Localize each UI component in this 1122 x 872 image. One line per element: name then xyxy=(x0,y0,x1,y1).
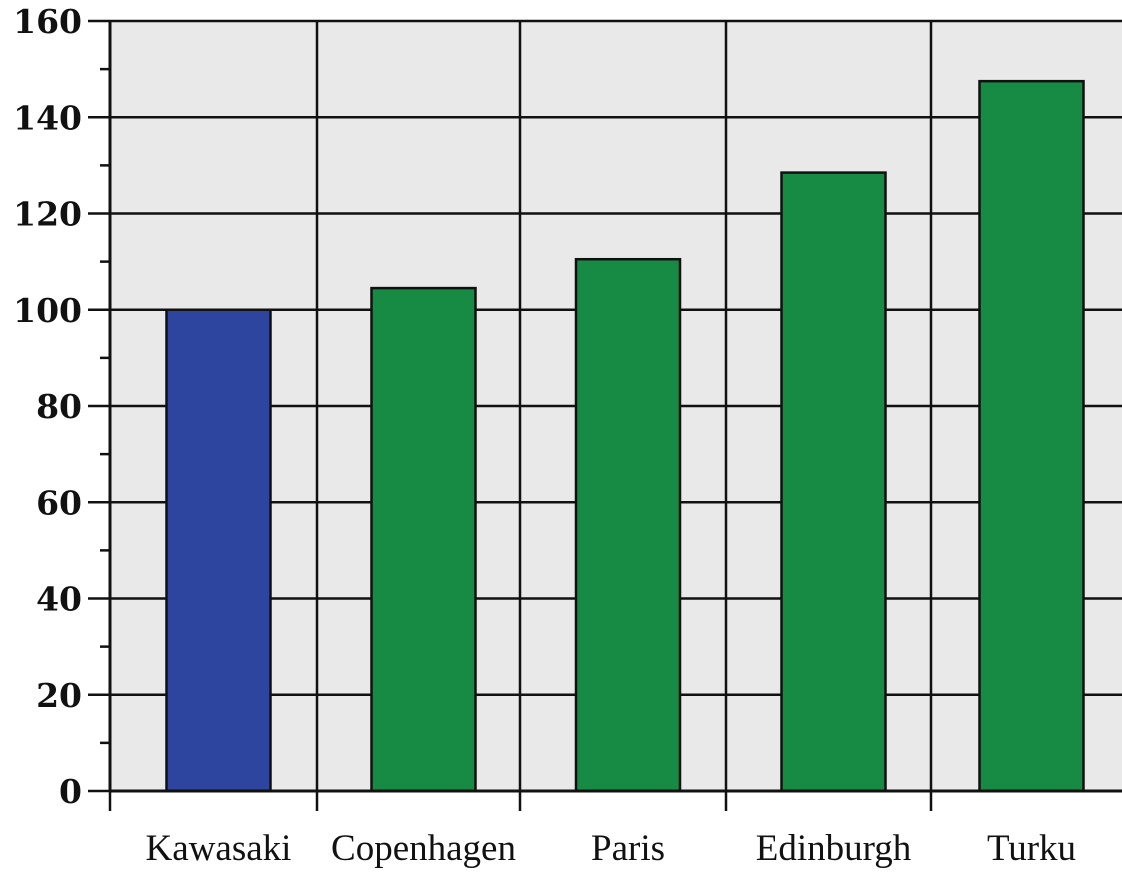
bar-paris xyxy=(574,257,682,793)
vertical-gridlines xyxy=(315,21,933,811)
axes xyxy=(88,19,1122,811)
bar-edinburgh xyxy=(780,171,887,793)
y-axis-tick-labels: 0 20 40 60 80 100 120 140 160 xyxy=(13,2,82,811)
bars xyxy=(165,79,1085,793)
x-tick-label: Copenhagen xyxy=(331,828,516,869)
y-tick-label: 120 xyxy=(13,195,82,234)
y-tick-label: 40 xyxy=(36,580,82,619)
y-tick-label: 20 xyxy=(36,676,82,715)
y-tick-label: 160 xyxy=(13,2,82,41)
bar-copenhagen xyxy=(370,286,477,793)
bar-turku xyxy=(978,79,1085,793)
y-tick-label: 60 xyxy=(36,483,82,522)
x-tick-label: Paris xyxy=(591,828,665,869)
x-tick-label: Turku xyxy=(987,828,1076,869)
y-tick-label: 140 xyxy=(13,98,82,137)
y-tick-label: 100 xyxy=(13,291,82,330)
x-tick-label: Edinburgh xyxy=(756,828,912,869)
x-tick-label: Kawasaki xyxy=(146,828,292,869)
bar-kawasaki xyxy=(165,308,272,793)
x-axis-tick-labels: Kawasaki Copenhagen Paris Edinburgh Turku xyxy=(146,828,1077,869)
y-tick-label: 80 xyxy=(36,387,82,426)
y-tick-label: 0 xyxy=(59,772,82,811)
